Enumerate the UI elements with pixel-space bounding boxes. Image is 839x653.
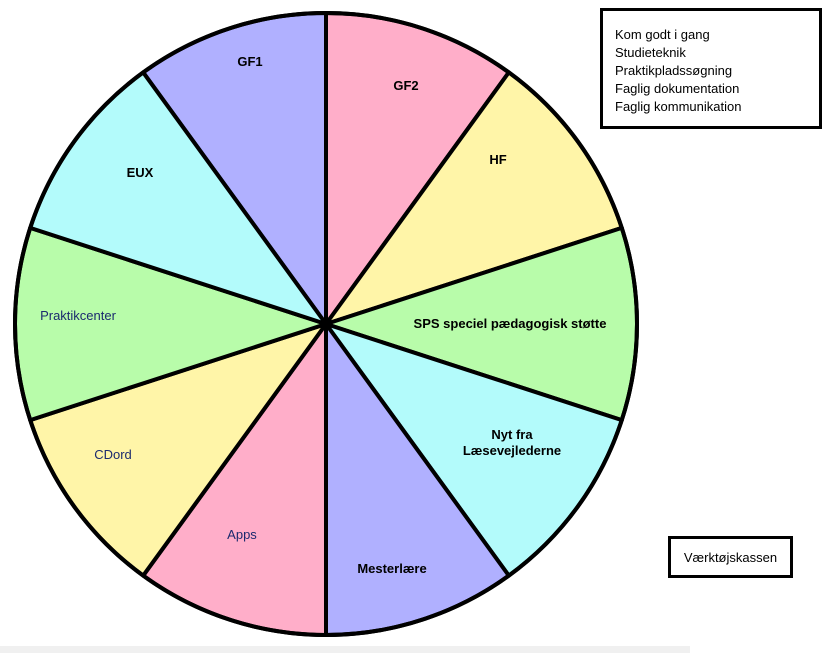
bottom-strip bbox=[0, 646, 690, 653]
segment-label: Nyt fra Læsevejlederne bbox=[463, 427, 561, 458]
topic-item[interactable]: Studieteknik bbox=[615, 45, 686, 60]
segment-label: EUX bbox=[127, 165, 154, 180]
topic-item[interactable]: Praktikpladssøgning bbox=[615, 63, 733, 78]
segment-label: GF1 bbox=[237, 54, 262, 69]
topic-item[interactable]: Faglig kommunikation bbox=[615, 99, 742, 114]
topic-item[interactable]: Faglig dokumentation bbox=[615, 81, 740, 96]
segment-label: Praktikcenter bbox=[40, 308, 117, 323]
toolbox-box[interactable]: Værktøjskassen bbox=[668, 536, 793, 578]
wheel-rim bbox=[13, 11, 639, 637]
segment-label: SPS speciel pædagogisk støtte bbox=[414, 316, 607, 331]
topic-item[interactable]: Kom godt i gang bbox=[615, 27, 710, 42]
segment-label: Apps bbox=[227, 527, 257, 542]
wheel-hub bbox=[320, 318, 332, 330]
segment-label: HF bbox=[489, 152, 506, 167]
toolbox-label: Værktøjskassen bbox=[683, 549, 778, 565]
segment-label: GF2 bbox=[393, 78, 418, 93]
segment-label: Mesterlære bbox=[357, 561, 426, 576]
segment-label: CDord bbox=[94, 447, 132, 462]
topics-box: Kom godt i gang Studieteknik Praktikplad… bbox=[600, 8, 822, 129]
